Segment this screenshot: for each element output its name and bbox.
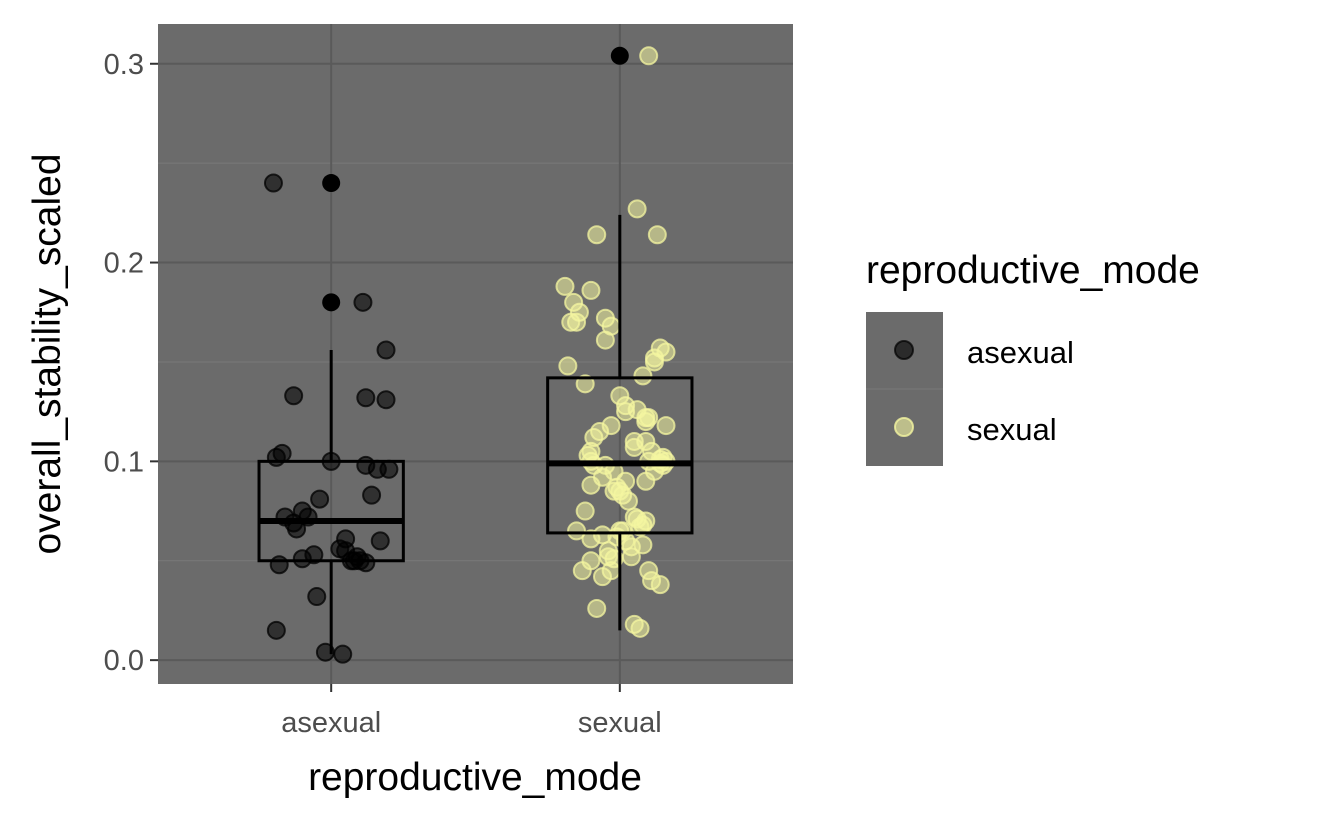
box-sexual (546, 376, 694, 535)
y-tick-label: 0.2 (104, 248, 144, 280)
legend-label-sexual: sexual (967, 412, 1057, 447)
y-tick-label: 0.0 (104, 645, 144, 677)
x-axis-title: reproductive_mode (308, 756, 642, 799)
data-point-sexual (558, 356, 578, 376)
data-point-sexual (575, 501, 595, 521)
legend-key-sexual (894, 417, 914, 437)
jitter-points (263, 46, 676, 664)
data-point-sexual (607, 527, 627, 547)
data-point-asexual (370, 531, 390, 551)
data-point-sexual (616, 396, 636, 416)
data-point-sexual (593, 567, 612, 587)
data-point-asexual (263, 173, 283, 193)
data-point-asexual (272, 443, 292, 463)
data-point-sexual (581, 529, 601, 549)
data-point-sexual (639, 46, 659, 66)
data-point-sexual (584, 427, 604, 447)
data-point-asexual (307, 587, 327, 607)
y-tick-label: 0.3 (104, 49, 144, 81)
data-point-asexual (310, 489, 330, 509)
data-point-sexual (587, 225, 607, 245)
data-point-sexual (567, 521, 587, 541)
data-point-asexual (353, 292, 373, 312)
data-point-sexual (656, 416, 676, 436)
data-point-sexual (572, 561, 592, 581)
plot-panel (158, 24, 793, 684)
data-point-asexual (376, 390, 396, 410)
data-point-asexual (315, 642, 335, 662)
data-point-sexual (627, 199, 647, 219)
data-point-sexual (647, 225, 667, 245)
data-point-asexual (379, 459, 399, 479)
data-point-sexual (630, 618, 650, 638)
data-point-sexual (567, 312, 587, 332)
data-point-sexual (636, 408, 656, 428)
data-point-asexual (362, 485, 382, 505)
data-point-asexual (376, 340, 396, 360)
y-axis: 0.0 0.1 0.2 0.3 (104, 49, 158, 677)
data-point-sexual (581, 280, 601, 300)
data-point-sexual (642, 571, 662, 591)
box-asexual (257, 459, 405, 563)
legend-title: reproductive_mode (866, 249, 1200, 292)
data-point-sexual (610, 481, 630, 501)
data-point-asexual (333, 644, 353, 664)
outlier-asexual (322, 293, 341, 312)
data-point-sexual (575, 374, 595, 394)
data-point-sexual (587, 598, 607, 618)
data-point-sexual (601, 316, 621, 336)
box-elements (257, 46, 694, 655)
data-point-asexual (284, 386, 304, 406)
legend-label-asexual: asexual (967, 335, 1074, 370)
data-point-asexual (269, 555, 289, 575)
data-point-sexual (636, 511, 656, 531)
legend: reproductive_mode asexual sexual (866, 249, 1200, 466)
data-point-sexual (624, 437, 644, 457)
data-point-asexual (356, 388, 376, 408)
x-tick-label: sexual (578, 707, 662, 739)
data-point-sexual (656, 342, 676, 362)
data-point-sexual (636, 471, 656, 491)
legend-key-asexual (894, 340, 914, 360)
y-tick-label: 0.1 (104, 446, 144, 478)
data-point-sexual (633, 366, 653, 386)
y-axis-title: overall_stability_scaled (26, 153, 69, 554)
data-point-sexual (633, 535, 653, 555)
data-point-asexual (266, 620, 286, 640)
x-tick-label: asexual (281, 707, 381, 739)
data-point-asexual (336, 541, 356, 561)
data-point-asexual (304, 545, 324, 565)
outlier-sexual (610, 46, 629, 65)
outlier-asexual (322, 174, 341, 193)
x-axis: asexual sexual (281, 684, 662, 739)
data-point-sexual (555, 276, 575, 296)
data-point-sexual (621, 547, 641, 567)
data-point-sexual (601, 416, 621, 436)
